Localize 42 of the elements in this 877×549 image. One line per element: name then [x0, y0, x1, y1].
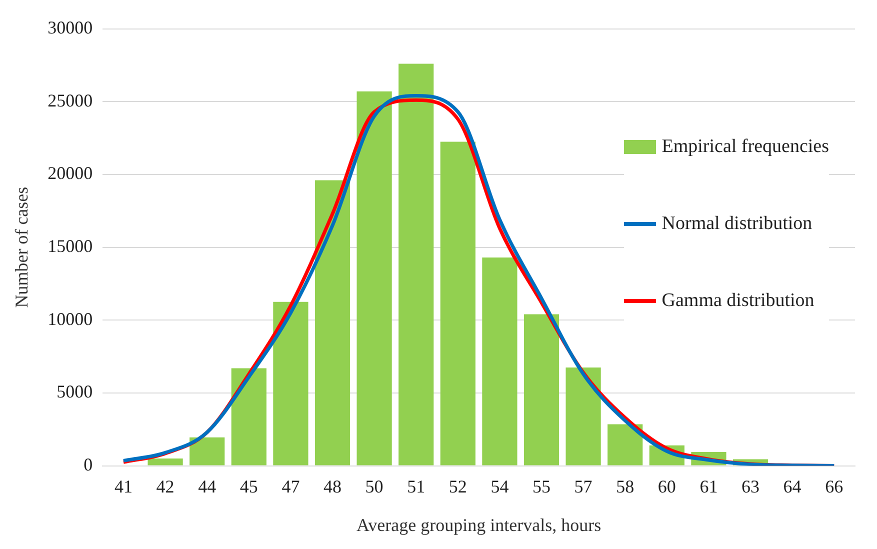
bar	[356, 91, 392, 466]
x-tick-label: 50	[365, 476, 384, 496]
x-tick-label: 42	[156, 476, 174, 496]
legend-label: Gamma distribution	[662, 290, 814, 312]
x-tick-label: 58	[616, 476, 634, 496]
legend-label: Empirical frequencies	[662, 136, 829, 158]
x-tick-label: 41	[114, 476, 132, 496]
bar	[482, 257, 518, 466]
x-tick-label: 63	[742, 476, 760, 496]
y-tick-label: 0	[84, 454, 93, 475]
y-tick-label: 20000	[48, 163, 93, 184]
x-tick-label: 48	[324, 476, 342, 496]
x-tick-label: 45	[240, 476, 258, 496]
bar	[524, 314, 560, 466]
x-tick-label: 66	[825, 476, 844, 496]
x-tick-label: 57	[574, 476, 592, 496]
x-tick-label: 60	[658, 476, 676, 496]
bar	[148, 458, 183, 466]
x-tick-label: 61	[700, 476, 718, 496]
bar	[231, 368, 266, 466]
x-tick-label: 55	[532, 476, 550, 496]
x-tick-label: 52	[448, 476, 467, 496]
bar	[190, 437, 225, 466]
y-tick-label: 10000	[48, 308, 93, 329]
y-tick-label: 15000	[48, 236, 93, 256]
y-tick-label: 30000	[48, 18, 93, 38]
bar	[566, 367, 601, 466]
x-tick-label: 47	[282, 476, 300, 496]
bar	[314, 180, 350, 466]
bar	[440, 142, 476, 466]
bar	[398, 64, 434, 466]
bar	[608, 424, 643, 466]
y-tick-label: 25000	[48, 90, 93, 110]
x-tick-label: 64	[783, 476, 802, 496]
x-tick-label: 44	[198, 476, 216, 496]
bar	[273, 302, 308, 466]
x-axis-title: Average grouping intervals, hours	[356, 514, 602, 535]
legend-label: Normal distribution	[662, 212, 812, 234]
x-tick-label: 51	[407, 476, 426, 496]
y-tick-label: 5000	[56, 382, 93, 402]
x-tick-label: 54	[490, 476, 509, 496]
y-axis-title: Number of cases	[12, 186, 32, 308]
